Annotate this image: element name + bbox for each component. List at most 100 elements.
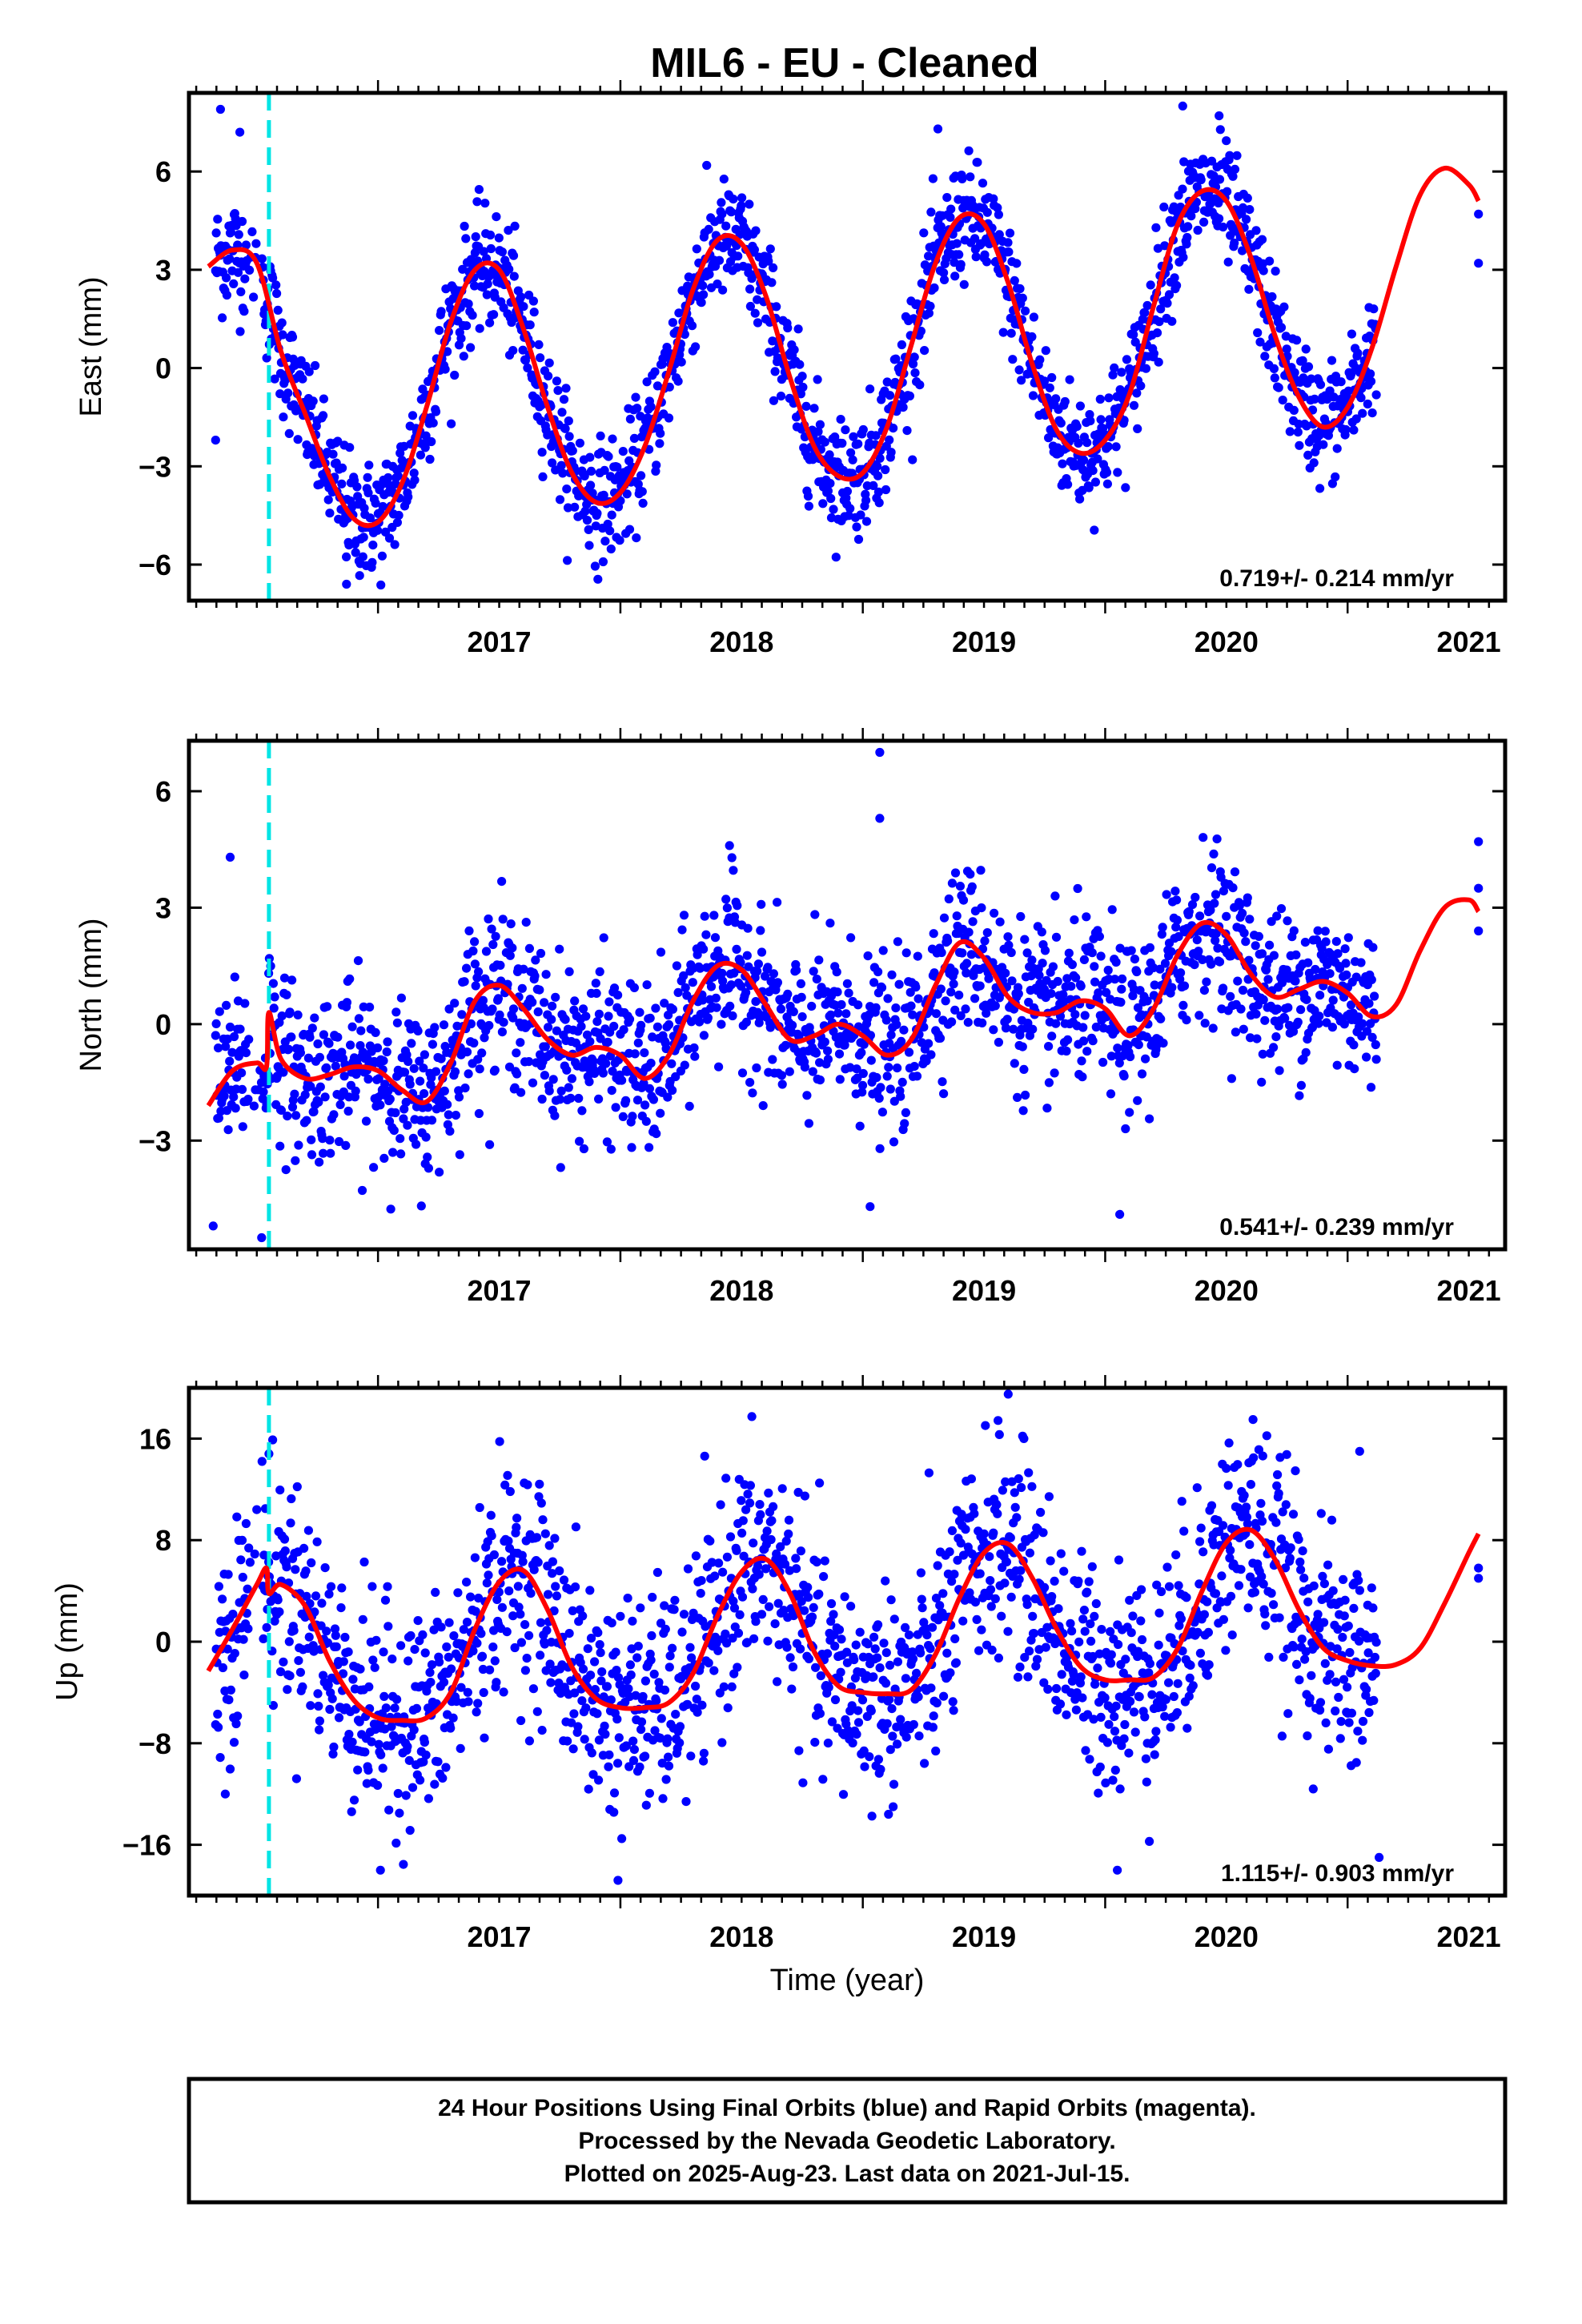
data-point bbox=[726, 207, 737, 217]
data-point bbox=[1186, 211, 1196, 221]
data-point bbox=[548, 1001, 557, 1011]
data-point bbox=[228, 1610, 238, 1619]
data-point bbox=[536, 1618, 546, 1627]
data-point bbox=[484, 1020, 494, 1031]
data-point bbox=[1174, 931, 1183, 942]
data-point bbox=[359, 533, 368, 542]
data-point bbox=[669, 1605, 679, 1614]
data-point bbox=[1155, 964, 1165, 974]
data-point bbox=[604, 452, 613, 461]
data-point bbox=[590, 1657, 600, 1667]
data-point bbox=[593, 574, 603, 584]
data-point bbox=[1187, 900, 1198, 910]
data-point bbox=[958, 948, 967, 958]
data-point bbox=[510, 221, 520, 231]
data-point bbox=[936, 984, 946, 994]
data-point bbox=[413, 1026, 423, 1035]
data-point bbox=[213, 215, 223, 224]
data-point bbox=[893, 1739, 902, 1749]
data-point bbox=[241, 1048, 251, 1058]
data-point bbox=[881, 464, 890, 475]
data-point bbox=[938, 1077, 947, 1087]
data-point bbox=[780, 1559, 790, 1569]
data-point bbox=[362, 1779, 371, 1788]
data-point bbox=[1006, 1533, 1015, 1542]
data-point bbox=[656, 947, 666, 957]
data-point bbox=[1157, 930, 1166, 939]
data-point bbox=[468, 1646, 478, 1656]
data-point bbox=[608, 434, 617, 444]
data-point bbox=[1251, 1009, 1261, 1019]
data-point bbox=[295, 1048, 305, 1058]
data-point bbox=[512, 1522, 521, 1532]
data-point bbox=[537, 1094, 547, 1104]
data-point bbox=[773, 978, 783, 987]
data-point bbox=[427, 1116, 437, 1125]
data-point bbox=[478, 995, 488, 1005]
data-point bbox=[946, 987, 956, 997]
data-point bbox=[430, 1023, 440, 1032]
data-point bbox=[310, 1013, 319, 1023]
data-point bbox=[462, 1047, 472, 1057]
data-point bbox=[820, 1556, 829, 1566]
data-point bbox=[673, 987, 683, 997]
data-point bbox=[1310, 394, 1319, 404]
data-point bbox=[833, 1008, 843, 1018]
data-point bbox=[1172, 280, 1182, 291]
data-point bbox=[444, 1004, 454, 1014]
data-point bbox=[409, 1063, 419, 1073]
data-point bbox=[889, 1779, 899, 1789]
data-point bbox=[391, 1007, 401, 1017]
data-point bbox=[1222, 136, 1231, 146]
data-point bbox=[499, 1018, 508, 1027]
data-point bbox=[677, 925, 687, 935]
data-point bbox=[852, 522, 861, 532]
data-point bbox=[314, 1701, 323, 1711]
data-point bbox=[757, 899, 766, 909]
data-point bbox=[393, 1788, 403, 1799]
data-point bbox=[1215, 125, 1225, 135]
data-point bbox=[695, 963, 705, 973]
data-point bbox=[1018, 1106, 1028, 1116]
data-point bbox=[994, 1416, 1003, 1425]
data-point bbox=[524, 1630, 534, 1640]
data-point bbox=[846, 448, 856, 457]
data-point bbox=[468, 946, 478, 956]
data-point bbox=[536, 1651, 545, 1660]
data-point bbox=[588, 1770, 598, 1779]
data-point bbox=[926, 1683, 936, 1693]
data-point bbox=[901, 948, 911, 958]
data-point bbox=[1003, 932, 1013, 942]
data-point bbox=[737, 201, 746, 211]
data-point bbox=[339, 1657, 348, 1667]
data-point bbox=[426, 1080, 436, 1089]
data-point bbox=[431, 407, 441, 416]
data-point bbox=[717, 968, 727, 978]
data-point bbox=[893, 937, 902, 947]
data-point bbox=[342, 998, 351, 1007]
data-point bbox=[1082, 912, 1091, 922]
data-point bbox=[691, 342, 701, 352]
data-point bbox=[380, 1080, 390, 1089]
data-point bbox=[873, 1653, 882, 1663]
data-point bbox=[525, 320, 535, 330]
data-point bbox=[1076, 981, 1086, 991]
data-point bbox=[223, 1644, 232, 1654]
data-point bbox=[323, 1002, 332, 1011]
data-point bbox=[370, 1663, 379, 1672]
data-point bbox=[636, 1020, 646, 1030]
data-point bbox=[910, 368, 920, 378]
data-point bbox=[443, 1100, 452, 1109]
data-point bbox=[584, 1784, 593, 1794]
data-point bbox=[245, 1558, 255, 1567]
data-point bbox=[563, 556, 572, 565]
data-point bbox=[528, 997, 537, 1007]
data-point bbox=[1016, 911, 1026, 922]
data-point bbox=[1040, 376, 1050, 386]
data-point bbox=[679, 911, 689, 920]
data-point bbox=[300, 1090, 310, 1100]
data-point bbox=[496, 960, 505, 970]
data-point bbox=[1024, 997, 1034, 1007]
data-point bbox=[804, 501, 814, 511]
data-point bbox=[540, 1071, 550, 1080]
